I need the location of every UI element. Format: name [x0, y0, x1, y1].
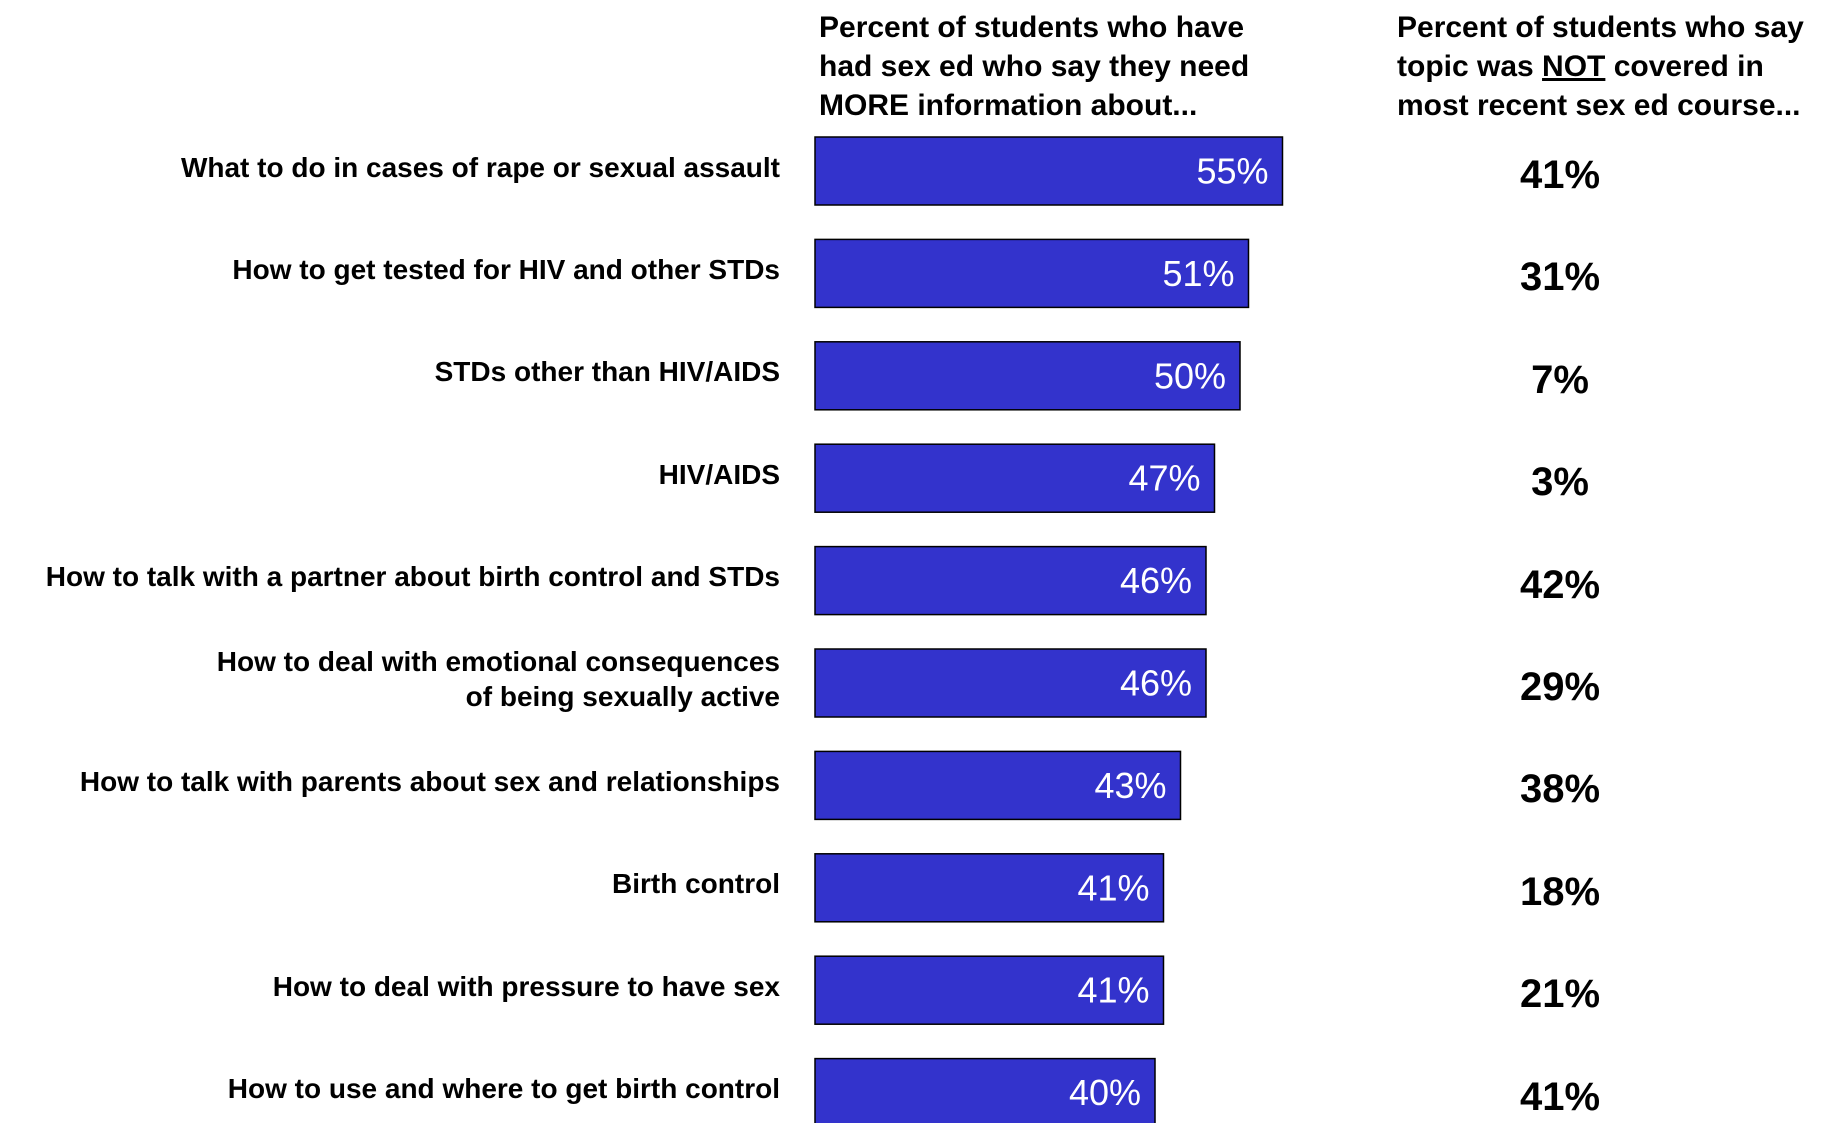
not-covered-value: 41%: [1519, 153, 1601, 197]
category-label: How to talk with a partner about birth c…: [45, 561, 780, 593]
category-label: Birth control: [612, 868, 780, 900]
right-header-line-1: Percent of students who say: [1397, 11, 1804, 44]
category-label: How to get tested for HIV and other STDs: [232, 253, 780, 285]
bar-value-label: 55%: [1196, 151, 1268, 192]
left-header-line-2: had sex ed who say they need: [819, 50, 1250, 83]
not-covered-value: 21%: [1519, 972, 1601, 1017]
not-covered-value: 31%: [1519, 255, 1601, 300]
bar: [814, 545, 1207, 616]
not-covered-value: 18%: [1519, 869, 1601, 914]
bar: [814, 648, 1207, 718]
not-covered-value: 3%: [1531, 460, 1589, 505]
category-label: How to use and where to get birth contro…: [227, 1073, 780, 1105]
bar-value-label: 40%: [1069, 1072, 1141, 1113]
category-label: What to do in cases of rape or sexual as…: [180, 151, 780, 183]
bar-value-label: 47%: [1128, 458, 1200, 499]
bar-value-label: 41%: [1077, 867, 1149, 908]
bar-value-label: 50%: [1154, 355, 1226, 396]
bar-value-label: 51%: [1162, 253, 1234, 294]
not-covered-value: 29%: [1519, 665, 1601, 709]
left-header-line-1: Percent of students who have: [819, 11, 1245, 44]
right-header-line-3: most recent sex ed course...: [1397, 89, 1801, 122]
bar: [814, 1057, 1156, 1123]
not-covered-value: 42%: [1519, 562, 1601, 607]
right-header-line-2-post: covered in: [1605, 50, 1764, 83]
left-column-header: Percent of students who have had sex ed …: [819, 8, 1299, 125]
bar: [814, 955, 1165, 1025]
bar: [814, 238, 1250, 309]
right-header-not-underlined: NOT: [1542, 50, 1606, 83]
bar: [814, 341, 1241, 411]
category-label: HIV/AIDS: [658, 458, 780, 490]
bar: [814, 750, 1182, 821]
right-header-line-2-pre: topic was: [1397, 50, 1543, 83]
not-covered-value: 38%: [1519, 767, 1601, 812]
bar-value-label: 46%: [1120, 663, 1192, 704]
bar: [814, 853, 1165, 923]
bar: [814, 443, 1216, 513]
category-label: How to talk with parents about sex and r…: [79, 765, 780, 797]
not-covered-value: 7%: [1531, 357, 1589, 402]
bar: [814, 136, 1284, 206]
bar-value-label: 46%: [1120, 560, 1192, 601]
not-covered-value: 41%: [1519, 1074, 1601, 1119]
right-column-header: Percent of students who say topic was NO…: [1397, 8, 1834, 125]
category-label: How to deal with pressure to have sex: [272, 970, 780, 1002]
category-label: How to deal with emotional consequences …: [216, 646, 780, 712]
bar-value-label: 43%: [1094, 765, 1166, 806]
left-header-line-3: MORE information about...: [819, 89, 1198, 122]
category-label: STDs other than HIV/AIDS: [434, 356, 780, 388]
bar-value-label: 41%: [1077, 970, 1149, 1011]
